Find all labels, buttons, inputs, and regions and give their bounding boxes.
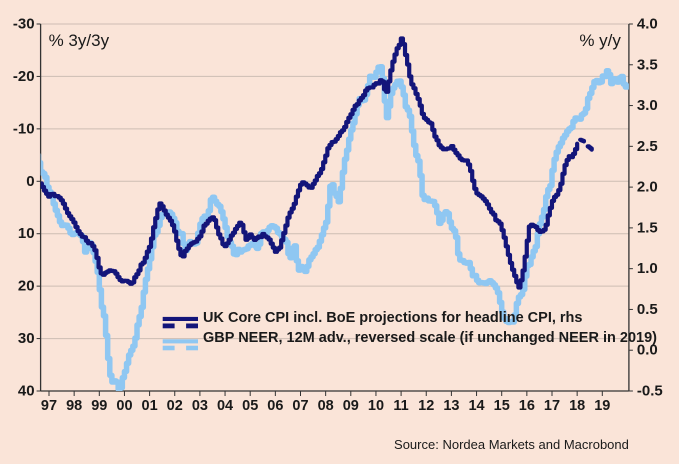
svg-text:18: 18 [569, 398, 585, 414]
svg-text:4.0: 4.0 [637, 16, 658, 33]
svg-text:10: 10 [368, 398, 384, 414]
svg-text:1.0: 1.0 [637, 260, 658, 277]
svg-text:1.5: 1.5 [637, 219, 658, 236]
svg-text:13: 13 [443, 398, 459, 414]
svg-text:2.0: 2.0 [637, 179, 658, 196]
svg-text:99: 99 [91, 398, 107, 414]
svg-text:10: 10 [18, 225, 35, 242]
svg-text:02: 02 [167, 398, 183, 414]
svg-text:11: 11 [393, 398, 408, 414]
svg-text:06: 06 [267, 398, 283, 414]
svg-text:97: 97 [41, 398, 57, 414]
svg-text:19: 19 [594, 398, 610, 414]
svg-text:0: 0 [26, 173, 34, 190]
svg-text:GBP NEER, 12M adv., reversed s: GBP NEER, 12M adv., reversed scale (if u… [203, 330, 657, 346]
svg-text:08: 08 [318, 398, 334, 414]
svg-text:% y/y: % y/y [579, 31, 621, 50]
svg-text:40: 40 [18, 383, 35, 400]
svg-text:30: 30 [18, 330, 35, 347]
svg-text:07: 07 [292, 398, 308, 414]
svg-text:16: 16 [519, 398, 535, 414]
svg-text:04: 04 [217, 398, 233, 414]
svg-text:17: 17 [544, 398, 560, 414]
svg-text:05: 05 [242, 398, 258, 414]
svg-text:% 3y/3y: % 3y/3y [49, 31, 110, 50]
svg-text:3.5: 3.5 [637, 56, 658, 73]
svg-text:09: 09 [343, 398, 359, 414]
svg-text:-20: -20 [13, 68, 35, 85]
svg-text:01: 01 [142, 398, 158, 414]
svg-text:00: 00 [116, 398, 132, 414]
svg-text:2.5: 2.5 [637, 138, 658, 155]
svg-text:Source: Nordea Markets and Mac: Source: Nordea Markets and Macrobond [394, 437, 629, 452]
svg-text:98: 98 [66, 398, 82, 414]
svg-text:14: 14 [468, 398, 484, 414]
svg-text:UK Core CPI incl. BoE projecti: UK Core CPI incl. BoE projections for he… [203, 310, 582, 326]
svg-text:-0.5: -0.5 [637, 383, 663, 400]
svg-text:3.0: 3.0 [637, 97, 658, 114]
svg-text:15: 15 [494, 398, 510, 414]
svg-text:0.5: 0.5 [637, 301, 658, 318]
svg-text:03: 03 [192, 398, 208, 414]
svg-text:-30: -30 [13, 16, 35, 33]
svg-text:12: 12 [418, 398, 434, 414]
svg-text:-10: -10 [13, 120, 35, 137]
svg-text:20: 20 [18, 278, 35, 295]
